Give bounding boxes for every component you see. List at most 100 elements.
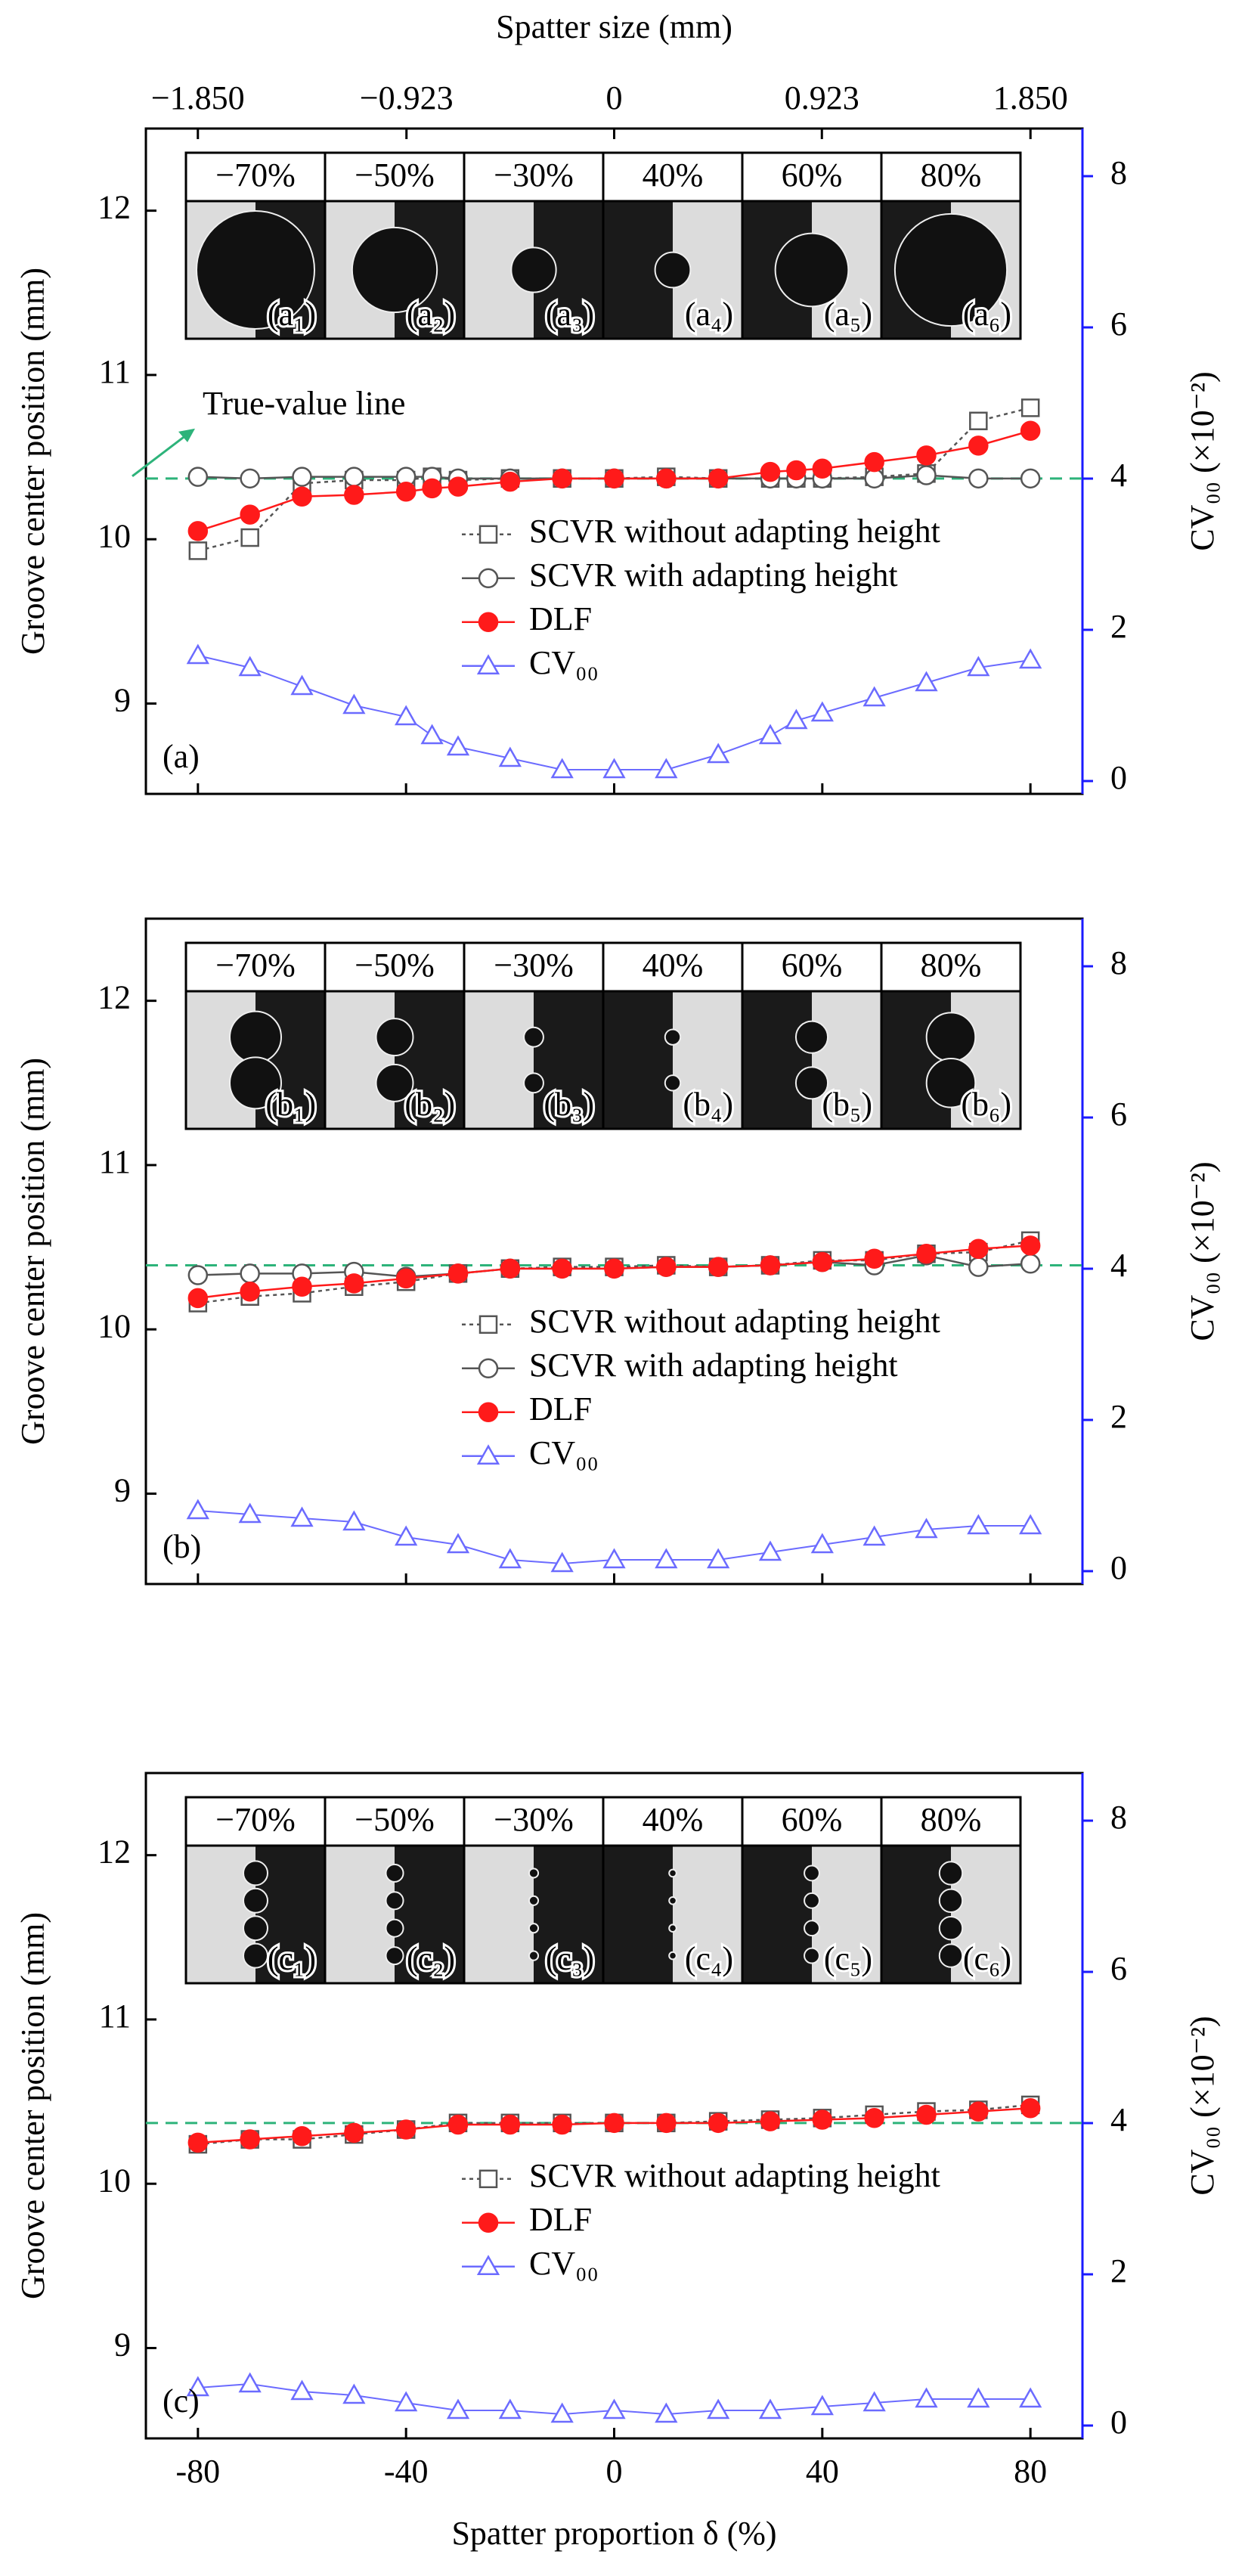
marker [447,476,469,497]
marker [292,2125,312,2147]
marker [290,1506,314,1527]
y2-axis-label: CV₀₀ (×10⁻²) [1184,1161,1221,1341]
y-tick-label: 10 [98,1307,131,1344]
inset-image-dark [395,991,464,1129]
inset-spatter [938,1861,964,1886]
inset-spatter [794,1066,829,1100]
x-tick-label: 0 [606,2453,623,2490]
inset-spatter [385,1918,404,1938]
marker [707,1548,730,1569]
x-tick-label: -80 [176,2453,221,2490]
inset-label: (b₁) [265,1086,316,1123]
inset-spatter [664,1028,682,1046]
marker [760,2111,781,2131]
marker [708,1257,729,1277]
panel-label: (a) [163,738,200,775]
inset-spatter [925,1012,977,1062]
marker [240,2129,260,2150]
inset-spatter [938,1916,964,1941]
inset-header: 40% [643,157,704,194]
inset-spatter [385,1863,404,1883]
inset-header-cell [184,151,327,203]
inset-spatter [668,1868,677,1878]
y-tick-label: 12 [98,979,131,1016]
inset-image-dark [881,991,951,1129]
inset-header: −50% [355,1801,434,1838]
y-tick-label: 9 [114,1472,131,1509]
inset-label: (c₄) [685,1940,733,1977]
marker [420,724,444,745]
marker [240,504,260,525]
panel: −70%(a₁)−50%(a₂)−30%(a₃)40%(a₄)60%(a₅)80… [14,8,1221,796]
marker [602,2398,626,2419]
y2-tick-label: 4 [1110,457,1127,494]
inset-header: −30% [494,157,573,194]
marker [864,468,884,489]
y2-tick-label: 6 [1110,1950,1127,1987]
inset-spatter [523,1026,544,1048]
x2-tick-label: −0.923 [360,79,454,116]
marker [186,643,209,665]
inset-spatter [893,212,1008,327]
marker [604,2113,624,2134]
inset-header-cell [880,151,1022,203]
inset-label: (c₅) [824,1940,872,1977]
inset-header: −70% [215,947,295,984]
marker [1019,2387,1042,2408]
marker [967,656,990,677]
marker [810,701,834,722]
y-tick-label: 11 [99,1998,131,2035]
marker [550,758,574,779]
y-axis-label: Groove center position (mm) [14,1912,51,2299]
marker [655,1548,678,1569]
inset-header: 80% [921,157,982,194]
marker [344,2122,364,2144]
legend-label: DLF [529,1390,592,1427]
marker [422,478,442,499]
inset-image-dark [603,991,673,1129]
marker [967,1514,990,1535]
marker [812,1251,833,1273]
marker [864,451,884,473]
y2-tick-label: 6 [1110,1096,1127,1133]
inset-image-dark [742,991,812,1129]
y-axis-label: Groove center position (mm) [14,1058,51,1445]
inset-label: (c₆) [963,1940,1011,1977]
inset-spatter [804,1865,820,1882]
y-axis-label: Groove center position (mm) [14,268,51,655]
inset-header: 40% [643,1801,704,1838]
y2-axis-label: CV₀₀ (×10⁻²) [1184,2016,1221,2195]
marker [968,436,989,456]
y2-tick-label: 0 [1110,2404,1127,2441]
marker [810,2395,834,2416]
inset-label: (c₁) [268,1940,316,1977]
marker [1020,468,1041,489]
legend-label: SCVR without adapting height [529,1303,940,1340]
x2-axis-label: Spatter size (mm) [496,8,732,45]
legend-label: CV₀₀ [529,644,599,681]
marker [758,2398,782,2419]
inset-spatter [664,1074,682,1092]
legend-label: SCVR with adapting height [529,556,898,594]
marker [1020,398,1040,417]
inset-spatter [375,1018,414,1057]
marker [916,465,937,485]
inset-spatter [528,1923,540,1934]
marker [498,1548,522,1569]
inset-image-border [880,1844,1022,1985]
inset-spatter [528,1950,540,1961]
legend-label: CV₀₀ [529,1434,599,1471]
inset-spatter [925,1058,977,1108]
marker [395,705,418,726]
inset-spatter [528,1895,540,1906]
inset-image-border [880,200,1022,340]
y2-tick-label: 2 [1110,2252,1127,2289]
marker [707,2398,730,2419]
legend-label: CV₀₀ [529,2245,599,2282]
inset-spatter [243,1860,268,1886]
x-tick-label: 40 [806,2453,839,2490]
reference-arrow [132,432,190,478]
marker [240,468,260,489]
inset-spatter [243,1887,268,1914]
marker [187,1265,209,1285]
